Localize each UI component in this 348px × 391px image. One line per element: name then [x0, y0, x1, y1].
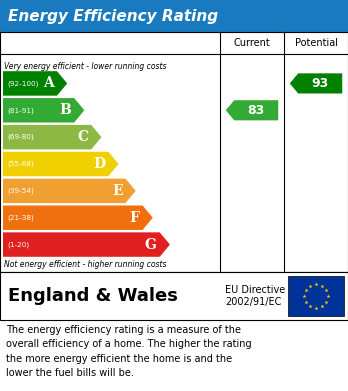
Text: (69-80): (69-80) — [7, 134, 34, 140]
Polygon shape — [3, 98, 84, 122]
Text: Very energy efficient - lower running costs: Very energy efficient - lower running co… — [4, 62, 166, 71]
Text: Not energy efficient - higher running costs: Not energy efficient - higher running co… — [4, 260, 166, 269]
Bar — [0, 0, 348, 32]
Text: (39-54): (39-54) — [7, 188, 34, 194]
Text: C: C — [77, 130, 88, 144]
Bar — [288, 276, 344, 316]
Text: Potential: Potential — [294, 38, 338, 48]
Text: Current: Current — [234, 38, 270, 48]
Text: EU Directive
2002/91/EC: EU Directive 2002/91/EC — [225, 285, 285, 307]
Text: (81-91): (81-91) — [7, 107, 34, 113]
Text: (1-20): (1-20) — [7, 241, 29, 248]
Text: F: F — [130, 211, 140, 225]
Text: 93: 93 — [311, 77, 328, 90]
Bar — [0, 32, 348, 272]
Polygon shape — [3, 179, 136, 203]
Polygon shape — [290, 74, 342, 93]
Polygon shape — [3, 152, 119, 176]
Text: B: B — [60, 103, 71, 117]
Text: G: G — [145, 238, 157, 251]
Polygon shape — [3, 232, 170, 257]
Text: (92-100): (92-100) — [7, 80, 38, 87]
Polygon shape — [226, 100, 278, 120]
Text: (55-68): (55-68) — [7, 161, 34, 167]
Text: The energy efficiency rating is a measure of the
overall efficiency of a home. T: The energy efficiency rating is a measur… — [6, 325, 252, 378]
Text: D: D — [93, 157, 105, 171]
Polygon shape — [3, 206, 153, 230]
Polygon shape — [3, 71, 67, 96]
Text: 83: 83 — [247, 104, 264, 117]
Bar — [0, 272, 348, 320]
Text: E: E — [112, 184, 122, 198]
Polygon shape — [3, 125, 101, 149]
Text: Energy Efficiency Rating: Energy Efficiency Rating — [8, 9, 218, 23]
Text: A: A — [43, 76, 54, 90]
Text: England & Wales: England & Wales — [8, 287, 178, 305]
Text: (21-38): (21-38) — [7, 215, 34, 221]
